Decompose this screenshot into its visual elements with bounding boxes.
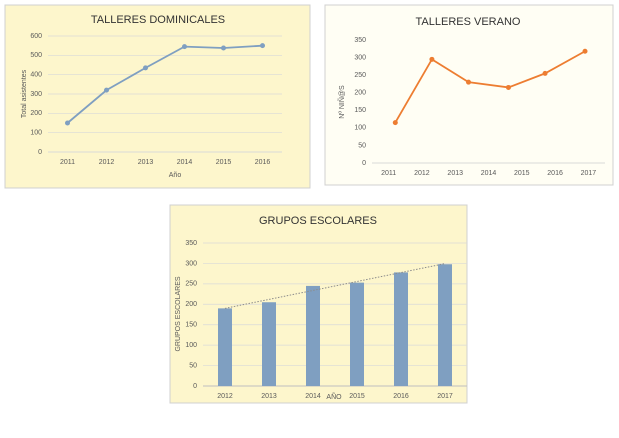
x-tick-label: 2017: [437, 393, 453, 400]
y-tick-label: 250: [354, 72, 366, 79]
y-tick-label: 150: [354, 107, 366, 114]
x-tick-label: 2016: [547, 170, 563, 177]
x-tick-label: 2011: [381, 170, 396, 177]
x-tick-label: 2012: [414, 170, 430, 177]
x-tick-label: 2011: [60, 159, 75, 166]
point: [392, 120, 398, 126]
chart-frame: [324, 4, 614, 186]
point: [260, 43, 265, 49]
y-tick-label: 350: [185, 240, 197, 247]
x-tick-label: 2013: [447, 170, 463, 177]
bar: [218, 308, 232, 386]
chart-frame: [4, 4, 311, 189]
x-tick-label: 2014: [177, 159, 193, 166]
y-tick-label: 200: [30, 110, 42, 117]
x-tick-label: 2015: [514, 170, 530, 177]
y-tick-label: 300: [354, 54, 366, 61]
chart-title: GRUPOS ESCOLARES: [259, 215, 377, 227]
y-axis-label: Total asistentes: [21, 69, 28, 118]
y-tick-label: 600: [30, 33, 42, 40]
x-tick-label: 2015: [349, 393, 365, 400]
y-tick-label: 0: [193, 383, 197, 390]
x-tick-label: 2013: [261, 393, 277, 400]
y-tick-label: 0: [362, 160, 366, 167]
point: [429, 56, 435, 62]
y-tick-label: 100: [354, 125, 366, 132]
bar: [394, 272, 408, 386]
point: [182, 44, 187, 50]
y-tick-label: 250: [185, 281, 197, 288]
line: [394, 50, 586, 124]
y-tick-label: 200: [354, 90, 366, 97]
y-tick-label: 50: [189, 362, 197, 369]
y-axis-label: Nº NIÑ@S: [337, 85, 346, 119]
y-tick-label: 0: [38, 149, 42, 156]
y-tick-label: 350: [354, 37, 366, 44]
trendline: [224, 263, 446, 309]
point: [466, 79, 472, 85]
chart-title: TALLERES VERANO: [416, 16, 521, 28]
bar: [262, 302, 276, 386]
point: [221, 45, 226, 51]
chart-title: TALLERES DOMINICALES: [91, 14, 225, 26]
point: [542, 70, 548, 76]
x-axis-label: AÑO: [326, 392, 342, 401]
y-tick-label: 500: [30, 52, 42, 59]
y-tick-label: 300: [185, 260, 197, 267]
point: [143, 65, 148, 71]
y-tick-label: 200: [185, 301, 197, 308]
x-tick-label: 2014: [305, 393, 321, 400]
x-axis-label: Año: [169, 172, 182, 179]
point: [505, 84, 511, 90]
x-tick-label: 2017: [581, 170, 597, 177]
point: [582, 48, 588, 54]
x-tick-label: 2014: [481, 170, 497, 177]
bar: [350, 282, 364, 386]
x-tick-label: 2012: [99, 159, 115, 166]
x-tick-label: 2015: [216, 159, 232, 166]
y-tick-label: 400: [30, 72, 42, 79]
bar: [438, 264, 452, 386]
x-tick-label: 2012: [217, 393, 233, 400]
x-tick-label: 2013: [138, 159, 154, 166]
line: [66, 44, 263, 124]
y-tick-label: 150: [185, 322, 197, 329]
y-tick-label: 300: [30, 91, 42, 98]
bar: [306, 285, 320, 386]
y-tick-label: 100: [185, 342, 197, 349]
x-tick-label: 2016: [393, 393, 409, 400]
y-tick-label: 100: [30, 130, 42, 137]
point: [104, 87, 109, 93]
y-axis-label: GRUPOS ESCOLARES: [175, 276, 182, 351]
point: [65, 120, 70, 126]
y-tick-label: 50: [358, 142, 366, 149]
x-tick-label: 2016: [255, 159, 271, 166]
